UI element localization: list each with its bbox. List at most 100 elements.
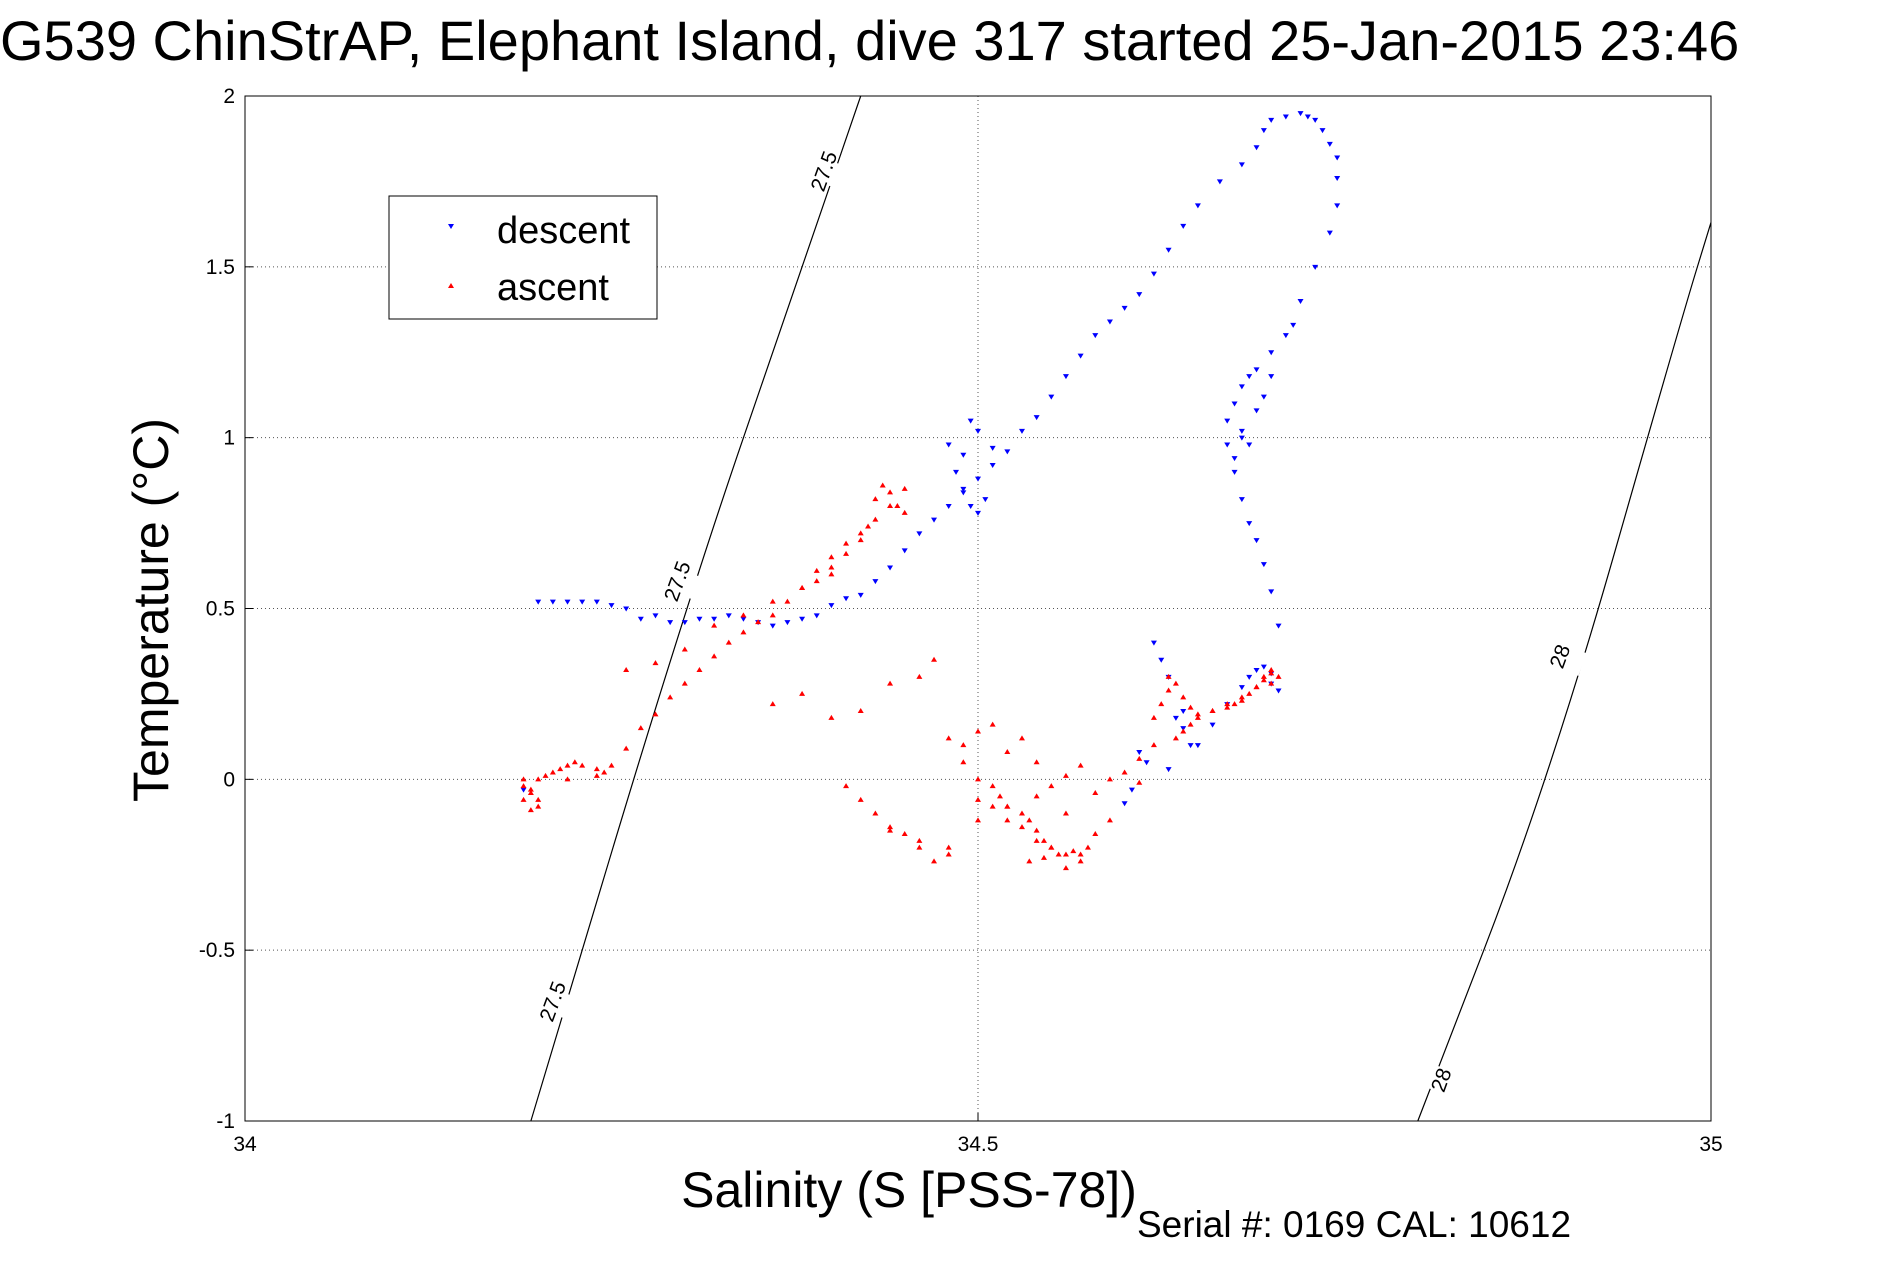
x-axis-label: Salinity (S [PSS-78]) — [681, 1162, 1137, 1218]
ascent-point — [681, 646, 688, 652]
ascent-point — [535, 803, 542, 809]
ascent-point — [887, 489, 894, 495]
ascent-point — [799, 690, 806, 696]
descent-point — [1260, 664, 1267, 670]
ascent-point — [1194, 711, 1201, 717]
descent-point — [1312, 264, 1319, 270]
descent-point — [828, 603, 835, 609]
descent-point — [1158, 657, 1165, 663]
ascent-point — [1268, 667, 1275, 672]
ascent-point — [535, 796, 542, 802]
ascent-point — [975, 817, 981, 823]
descent-point — [1092, 333, 1099, 339]
descent-point — [1172, 715, 1179, 721]
ascent-point — [872, 810, 879, 816]
descent-point — [1150, 271, 1157, 277]
descent-point — [967, 418, 974, 424]
descent-point — [1304, 114, 1311, 120]
ascent-point — [960, 742, 967, 748]
ascent-point — [1062, 810, 1069, 816]
ascent-point — [1238, 697, 1245, 703]
ascent-point — [520, 796, 527, 802]
y-tick-label: -1 — [216, 1110, 235, 1133]
ascent-point — [1187, 704, 1194, 710]
ascent-point — [857, 708, 864, 713]
ascent-point — [623, 745, 630, 751]
descent-point — [1334, 155, 1341, 161]
ascent-point — [945, 735, 952, 741]
ascent-point — [1268, 670, 1275, 676]
descent-point — [549, 599, 556, 605]
descent-point — [1260, 394, 1267, 400]
ascent-point — [1121, 769, 1128, 775]
ascent-point — [1033, 837, 1040, 843]
legend-descent-label: descent — [497, 210, 631, 252]
ascent-point — [593, 772, 600, 778]
descent-point — [960, 490, 967, 496]
ascent-point — [996, 793, 1003, 799]
ascent-point — [989, 721, 996, 727]
descent-point — [1253, 145, 1260, 151]
ascent-point — [857, 530, 864, 536]
y-tick-label: 1 — [223, 427, 235, 450]
ascent-point — [1209, 708, 1216, 713]
descent-point — [1275, 623, 1282, 629]
ascent-point — [901, 485, 908, 491]
descent-point — [975, 428, 981, 434]
ascent-point — [960, 759, 967, 765]
descent-point — [1165, 247, 1172, 253]
descent-point — [843, 596, 850, 602]
descent-point — [1246, 521, 1253, 527]
ascent-point — [1194, 714, 1201, 720]
ascent-point — [1260, 677, 1267, 683]
ascent-point — [1077, 851, 1084, 857]
descent-point — [1326, 141, 1333, 147]
descent-point — [1253, 538, 1260, 544]
ascent-point — [711, 653, 718, 659]
descent-point — [1238, 384, 1245, 390]
descent-point — [1238, 162, 1245, 168]
ascent-point — [1106, 817, 1113, 823]
legend-ascent-label: ascent — [497, 267, 609, 309]
descent-point — [725, 613, 732, 619]
ascent-point — [931, 656, 938, 662]
descent-point — [1224, 418, 1231, 424]
ascent-point — [799, 585, 806, 590]
descent-point — [784, 620, 791, 626]
descent-point — [696, 616, 703, 622]
ascent-point — [1253, 684, 1260, 690]
ascent-point — [872, 516, 879, 522]
ascent-point — [945, 851, 952, 857]
descent-point — [901, 548, 908, 554]
descent-point — [1136, 292, 1143, 298]
ascent-point — [857, 796, 864, 802]
descent-point — [1268, 589, 1275, 595]
ascent-point — [1165, 673, 1172, 679]
ascent-point — [1033, 759, 1040, 765]
ascent-point — [916, 844, 923, 850]
descent-point — [1150, 640, 1157, 646]
descent-point — [1194, 203, 1201, 209]
descent-point — [1048, 394, 1055, 400]
descent-point — [967, 504, 974, 509]
ascent-point — [1158, 701, 1165, 707]
ascent-point — [564, 776, 571, 782]
descent-point — [945, 504, 952, 509]
y-tick-label: 0.5 — [206, 598, 235, 621]
ascent-point — [1180, 728, 1187, 734]
descent-point — [1180, 223, 1187, 229]
ascent-point — [828, 554, 835, 560]
ascent-point — [681, 680, 688, 686]
ascent-point — [887, 827, 894, 833]
ascent-point — [1136, 755, 1143, 761]
ascent-point — [975, 776, 981, 782]
ascent-point — [667, 694, 674, 700]
descent-point — [1290, 322, 1297, 328]
ascent-point — [989, 803, 996, 809]
legend-descent-marker — [448, 224, 454, 229]
descent-point — [1282, 114, 1289, 120]
ascent-point — [652, 711, 659, 717]
descent-point — [916, 531, 923, 537]
ascent-point — [637, 725, 644, 731]
ascent-point — [784, 598, 791, 604]
